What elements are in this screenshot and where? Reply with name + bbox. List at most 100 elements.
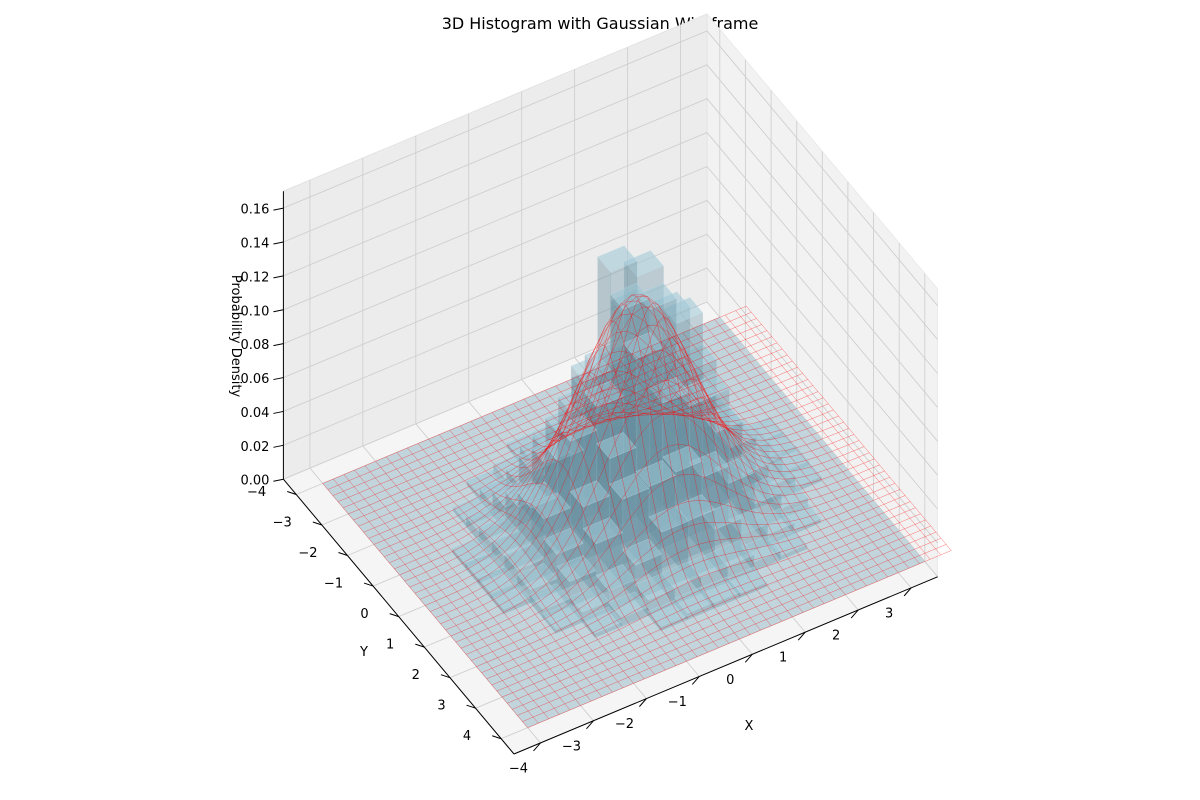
z-tick (273, 343, 284, 347)
bar-face-top (581, 606, 623, 634)
wireframe-line (481, 495, 906, 673)
z-axis-label: Probability Density (228, 275, 243, 398)
wireframe-line (608, 363, 814, 609)
wireframe-line (566, 316, 772, 626)
wireframe-line (466, 476, 890, 655)
wireframe-line (703, 323, 910, 569)
wireframe-line (661, 341, 867, 587)
wireframe-line (471, 483, 895, 661)
y-tick-label: 0 (360, 607, 368, 622)
z-tick-label: 0.00 (240, 474, 269, 489)
wireframe-line (629, 354, 835, 600)
bar-face-top (622, 538, 663, 566)
bar-face-top (701, 502, 742, 530)
wireframe-line (650, 345, 857, 591)
wireframe-line (746, 306, 952, 551)
x-tick-label: −1 (668, 695, 687, 710)
bar-face-top (768, 481, 809, 509)
z-tick-label: 0.06 (240, 372, 269, 387)
x-tick-label: 2 (832, 629, 840, 644)
x-tick (903, 587, 912, 597)
wireframe-line (724, 314, 931, 560)
grid-line-z (283, 30, 938, 306)
x-tick-label: −3 (562, 739, 581, 754)
bar-face-top (636, 282, 677, 310)
z-tick-label: 0.08 (240, 338, 269, 353)
z-tick (273, 377, 284, 381)
wireframe-line (640, 350, 846, 595)
grid-line-z (283, 64, 938, 340)
x-tick-label: 3 (885, 606, 893, 621)
z-tick-label: 0.10 (240, 304, 269, 319)
z-tick (273, 410, 284, 414)
bar-face-top (609, 472, 650, 500)
wireframe-line (693, 328, 899, 573)
y-tick-label: 1 (386, 638, 394, 653)
wireframe-line (486, 501, 911, 680)
wireframe-line (491, 507, 916, 686)
grid-line-z (283, 267, 938, 544)
y-tick-label: −2 (298, 546, 317, 561)
y-tick (389, 613, 399, 618)
bar-face-top (674, 586, 715, 614)
y-tick-label: 2 (412, 668, 420, 683)
x-tick (586, 720, 594, 730)
y-tick (415, 643, 425, 648)
wireframe-line (517, 537, 942, 716)
z-tick-label: 0.04 (240, 406, 269, 421)
bar-face-top (569, 480, 611, 508)
floor-sheet (322, 317, 925, 728)
bar-face-top (596, 432, 637, 460)
y-tick-label: −3 (273, 516, 292, 531)
bar-face-top (597, 245, 638, 273)
wireframe-line (435, 325, 860, 618)
bar-face-top (516, 563, 558, 591)
z-tick (273, 478, 284, 482)
wireframe-line (425, 296, 849, 606)
y-tick (312, 521, 322, 526)
x-tick (850, 609, 859, 619)
y-tick (363, 582, 374, 587)
grid-line-z (283, 165, 938, 442)
y-tick (492, 735, 502, 740)
gaussian-wireframe (322, 294, 952, 728)
y-tick-label: 4 (463, 729, 471, 744)
wireframe-line (507, 525, 931, 704)
bar-face-top (556, 555, 597, 583)
wireframe-line (522, 544, 947, 722)
wireframe-line (597, 368, 804, 613)
grid-line-z (283, 199, 938, 476)
bar-face-top (702, 405, 743, 433)
wireframe-line (512, 531, 936, 710)
grid-line-z (283, 132, 938, 408)
bar-face-top (477, 566, 518, 594)
x-tick-label: 0 (726, 673, 734, 688)
wireframe-line (544, 294, 751, 635)
wireframe-line (555, 302, 761, 631)
histogram-bar (490, 582, 531, 615)
x-tick-label: −2 (615, 717, 634, 732)
x-tick (691, 676, 700, 685)
y-axis-label: Y (359, 645, 368, 660)
bar-face-top (595, 564, 636, 592)
z-tick-label: 0.12 (240, 270, 269, 285)
bar-face-top (608, 591, 649, 619)
bar-face-top (635, 460, 676, 488)
bar-face-top (543, 527, 584, 555)
z-tick-label: 0.02 (240, 440, 269, 455)
y-tick (466, 704, 476, 709)
wireframe-line (735, 310, 941, 556)
wireframe-line (682, 332, 888, 578)
x-tick (638, 698, 647, 707)
wireframe-line (440, 350, 865, 625)
x-tick-label: 1 (779, 651, 787, 666)
z-tick (273, 275, 284, 279)
z-tick (273, 241, 284, 245)
wireframe-line (501, 519, 926, 698)
y-tick (287, 490, 297, 495)
y-tick-label: 3 (437, 699, 445, 714)
x-tick-label: −4 (509, 761, 528, 776)
floor-plane (322, 317, 925, 728)
wireframe-line (455, 443, 880, 643)
